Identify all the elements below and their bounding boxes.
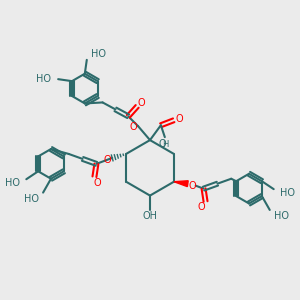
Text: H: H (163, 140, 169, 148)
Text: O: O (198, 202, 206, 212)
Text: HO: HO (280, 188, 295, 198)
Text: O: O (103, 155, 111, 165)
Text: HO: HO (91, 49, 106, 59)
Text: HO: HO (274, 211, 289, 221)
Text: HO: HO (24, 194, 39, 203)
Text: O: O (158, 139, 166, 149)
Text: OH: OH (142, 212, 158, 221)
Text: O: O (129, 122, 137, 132)
Polygon shape (174, 181, 188, 187)
Text: O: O (94, 178, 101, 188)
Text: HO: HO (36, 74, 51, 84)
Text: O: O (137, 98, 145, 108)
Text: HO: HO (5, 178, 20, 188)
Text: O: O (189, 181, 196, 191)
Text: O: O (176, 114, 183, 124)
